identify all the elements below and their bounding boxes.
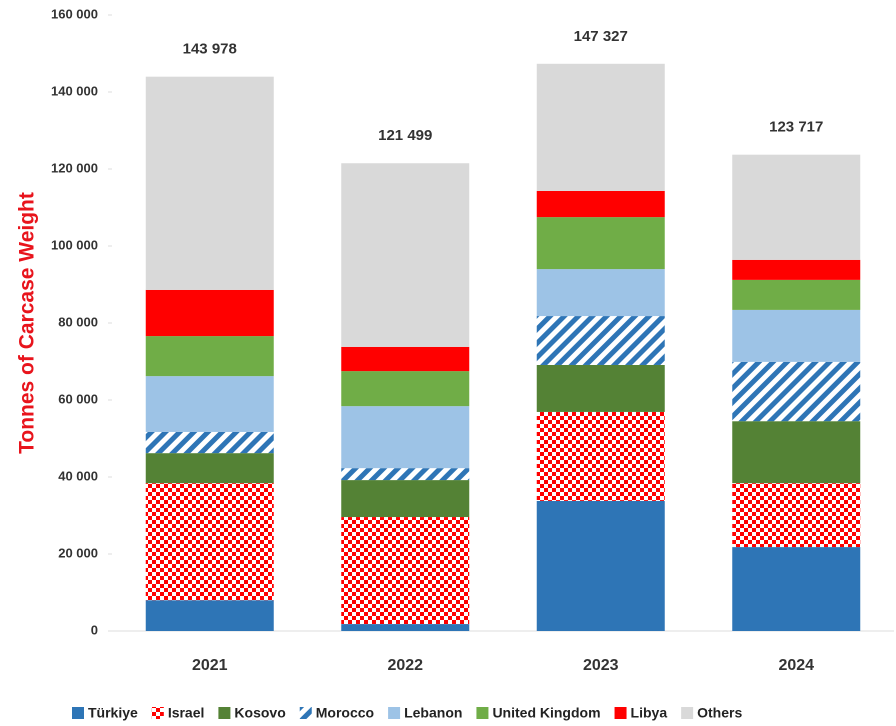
bar-segment: [341, 371, 470, 407]
legend-label: Morocco: [316, 705, 374, 721]
bar-segment: [536, 316, 665, 365]
bar-segment: [732, 361, 861, 422]
legend-label: Türkiye: [88, 705, 138, 721]
bar-segment: [145, 431, 274, 454]
x-tick-label: 2021: [192, 657, 228, 674]
bar-segment: [732, 259, 861, 280]
bar-segment: [732, 154, 861, 260]
legend-label: Lebanon: [404, 705, 462, 721]
bar-segment: [145, 289, 274, 337]
bar-segment: [145, 453, 274, 484]
bar-segment: [145, 76, 274, 290]
y-tick-label: 0: [91, 622, 98, 637]
legend-label: Others: [697, 705, 742, 721]
y-tick-label: 120 000: [51, 160, 98, 175]
bar-segment: [732, 309, 861, 362]
bar-segment: [536, 63, 665, 191]
bar-segment: [145, 483, 274, 601]
bar-segment: [732, 483, 861, 548]
legend-swatch: [388, 707, 401, 719]
bar-segment: [536, 411, 665, 501]
bar-segment: [341, 468, 470, 481]
y-tick-label: 40 000: [58, 468, 98, 483]
total-label: 143 978: [183, 41, 237, 58]
bar-segment: [341, 517, 470, 625]
total-label: 123 717: [769, 119, 823, 136]
y-axis-label: Tonnes of Carcase Weight: [16, 192, 39, 454]
legend-swatch: [476, 707, 489, 719]
y-tick-label: 20 000: [58, 545, 98, 560]
bar-segment: [732, 279, 861, 310]
bar-segment: [341, 163, 470, 347]
bar-segment: [341, 346, 470, 372]
legend-swatch: [151, 707, 164, 719]
total-label: 121 499: [378, 127, 432, 144]
bar-segment: [732, 421, 861, 484]
x-tick-label: 2022: [387, 657, 423, 674]
bar-segment: [536, 364, 665, 412]
legend-label: Israel: [168, 705, 205, 721]
y-tick-label: 140 000: [51, 83, 98, 98]
bar-segment: [145, 376, 274, 432]
legend-swatch: [299, 707, 312, 719]
y-tick-label: 80 000: [58, 314, 98, 329]
y-tick-label: 100 000: [51, 237, 98, 252]
y-tick-label: 60 000: [58, 391, 98, 406]
bar-segment: [536, 269, 665, 317]
legend-label: Kosovo: [234, 705, 285, 721]
x-tick-label: 2023: [583, 657, 619, 674]
x-tick-label: 2024: [778, 657, 814, 674]
legend-swatch: [614, 707, 627, 719]
bar-segment: [732, 547, 861, 631]
legend-swatch: [72, 707, 84, 719]
y-tick-label: 160 000: [51, 6, 98, 21]
bar-segment: [341, 624, 470, 631]
legend-swatch: [681, 707, 694, 719]
bar-segment: [145, 600, 274, 631]
legend-label: Libya: [631, 705, 668, 721]
legend-label: United Kingdom: [492, 705, 600, 721]
legend-swatch: [218, 707, 231, 719]
bar-segment: [536, 190, 665, 218]
bar-segment: [341, 406, 470, 469]
bar-segment: [341, 480, 470, 518]
bar-segment: [536, 500, 665, 631]
bar-segment: [536, 217, 665, 270]
total-label: 147 327: [574, 28, 628, 45]
bar-segment: [145, 336, 274, 377]
